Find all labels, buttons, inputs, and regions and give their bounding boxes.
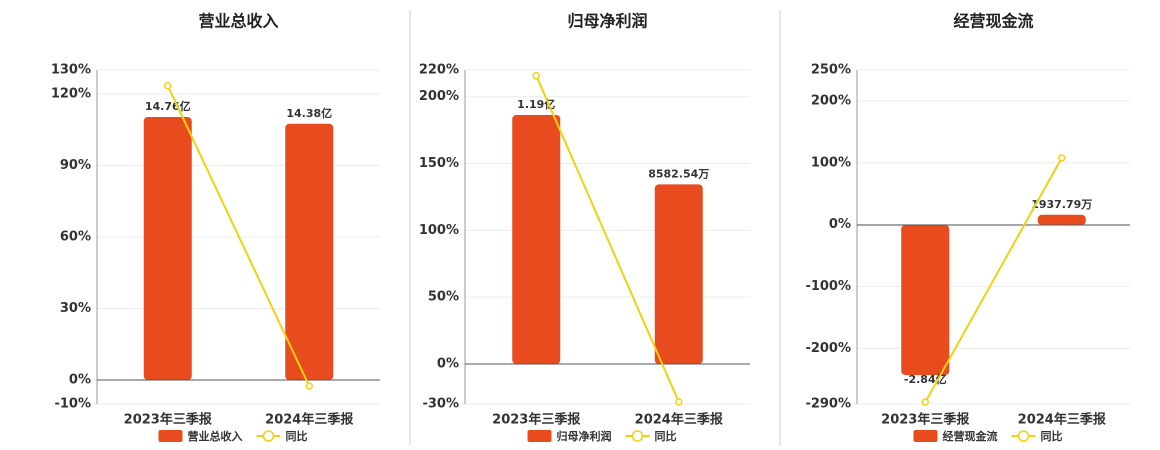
bar bbox=[654, 184, 703, 365]
legend-swatch bbox=[158, 430, 183, 442]
y-tick-label: 220% bbox=[419, 63, 459, 78]
y-tick-label: 0% bbox=[829, 217, 851, 232]
legend-swatch bbox=[913, 430, 938, 442]
y-tick-label: -200% bbox=[805, 341, 851, 356]
bar bbox=[1037, 214, 1086, 226]
bar bbox=[901, 225, 950, 376]
y-tick-label: 30% bbox=[60, 301, 91, 316]
legend-label: 经营现金流 bbox=[943, 429, 998, 443]
y-tick-label: 0% bbox=[69, 373, 91, 388]
legend-label: 归母净利润 bbox=[557, 429, 612, 443]
legend-swatch bbox=[1017, 430, 1030, 442]
value-label: 14.38亿 bbox=[286, 106, 332, 120]
y-tick-label: -290% bbox=[805, 397, 851, 412]
legend-label: 同比 bbox=[286, 429, 308, 443]
y-tick-label: -10% bbox=[54, 397, 91, 412]
y-tick-label: 120% bbox=[51, 86, 91, 101]
legend-label: 同比 bbox=[1041, 429, 1063, 443]
line bbox=[924, 157, 1063, 403]
legend-swatch bbox=[631, 430, 644, 442]
x-tick-label: 2023年三季报 bbox=[492, 412, 581, 428]
legend-swatch bbox=[527, 430, 552, 442]
value-label: 1.19亿 bbox=[517, 97, 555, 111]
legend-label: 同比 bbox=[655, 429, 677, 443]
y-tick-label: -30% bbox=[422, 397, 459, 412]
line-point bbox=[164, 81, 172, 90]
y-tick-label: 250% bbox=[811, 63, 851, 78]
y-tick-label: 100% bbox=[811, 155, 851, 170]
value-label: 1937.79万 bbox=[1031, 198, 1092, 211]
line-point bbox=[921, 398, 929, 406]
bar bbox=[285, 123, 334, 380]
y-tick-label: 100% bbox=[419, 223, 459, 238]
line-point bbox=[675, 398, 683, 406]
line bbox=[535, 75, 680, 403]
bar bbox=[512, 114, 561, 365]
y-tick-label: 150% bbox=[419, 156, 459, 171]
y-tick-label: 130% bbox=[51, 63, 91, 78]
y-tick-label: -100% bbox=[805, 279, 851, 294]
line-point bbox=[1058, 154, 1066, 162]
y-tick-label: 50% bbox=[428, 290, 459, 305]
line-point bbox=[305, 382, 313, 390]
y-tick-label: 0% bbox=[437, 356, 459, 371]
chart-title: 营业总收入 bbox=[198, 12, 278, 31]
x-tick-label: 2024年三季报 bbox=[635, 412, 724, 428]
bar bbox=[143, 117, 192, 380]
y-tick-label: 200% bbox=[419, 89, 459, 104]
y-tick-label: 200% bbox=[811, 93, 851, 108]
x-tick-label: 2023年三季报 bbox=[881, 412, 970, 428]
line-point bbox=[532, 71, 540, 80]
legend-swatch bbox=[262, 430, 275, 442]
x-tick-label: 2023年三季报 bbox=[124, 412, 213, 428]
x-tick-label: 2024年三季报 bbox=[265, 412, 354, 428]
line bbox=[166, 85, 311, 387]
chart-title: 归母净利润 bbox=[567, 12, 647, 31]
legend-label: 营业总收入 bbox=[188, 429, 243, 443]
y-tick-label: 60% bbox=[60, 230, 91, 245]
x-tick-label: 2024年三季报 bbox=[1018, 412, 1107, 428]
value-label: 8582.54万 bbox=[648, 167, 709, 180]
chart-title: 经营现金流 bbox=[953, 12, 1033, 31]
y-tick-label: 90% bbox=[60, 158, 91, 173]
value-label: 14.76亿 bbox=[145, 99, 191, 113]
